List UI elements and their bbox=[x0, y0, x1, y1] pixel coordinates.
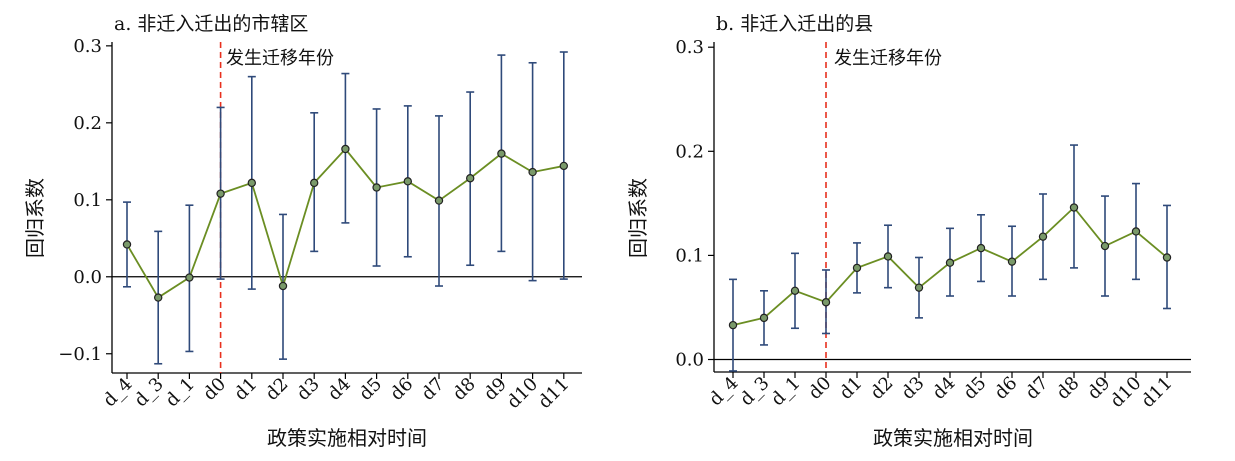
x-tick-label: d4 bbox=[324, 374, 355, 405]
x-axis-label: 政策实施相对时间 bbox=[267, 426, 427, 450]
x-tick-label: d6 bbox=[990, 373, 1021, 404]
data-point bbox=[466, 174, 475, 183]
data-point bbox=[914, 283, 924, 292]
data-point bbox=[945, 258, 955, 267]
y-tick-label: 0.1 bbox=[675, 245, 704, 266]
x-tick-label: d11 bbox=[534, 374, 573, 413]
data-point bbox=[728, 320, 738, 330]
x-tick-label: d_3 bbox=[736, 373, 773, 410]
data-point bbox=[790, 286, 800, 296]
data-point bbox=[559, 161, 569, 171]
data-point bbox=[976, 243, 986, 253]
data-point bbox=[497, 149, 506, 158]
y-tick-label: −0.1 bbox=[58, 344, 102, 365]
x-tick-label: d_4 bbox=[99, 374, 136, 411]
x-tick-label: d4 bbox=[928, 373, 959, 404]
x-tick-label: d11 bbox=[1137, 373, 1176, 412]
data-point bbox=[1162, 253, 1172, 262]
x-tick-label: d7 bbox=[1021, 373, 1052, 404]
y-tick-label: 0.3 bbox=[73, 36, 102, 57]
data-point bbox=[528, 167, 537, 177]
data-point bbox=[759, 313, 769, 323]
data-point bbox=[247, 178, 256, 188]
data-point bbox=[185, 273, 194, 282]
data-point bbox=[1131, 227, 1141, 236]
y-tick-label: 0.2 bbox=[675, 141, 704, 162]
data-point bbox=[310, 178, 319, 188]
data-point bbox=[278, 281, 288, 291]
x-tick-label: d8 bbox=[449, 374, 480, 405]
x-tick-label: d_3 bbox=[130, 374, 167, 411]
x-tick-label: d3 bbox=[897, 373, 928, 404]
x-tick-label: d5 bbox=[355, 374, 386, 405]
data-point bbox=[821, 298, 831, 307]
data-point bbox=[153, 293, 163, 302]
data-point bbox=[216, 189, 225, 198]
x-tick-label: d5 bbox=[959, 373, 990, 404]
chart-title: b. 非迁入迁出的县 bbox=[716, 13, 873, 35]
plot-area: −0.10.00.10.20.3d_4d_3d_1 d0 d1 d2 d3 d4 d5 d6 d… bbox=[58, 36, 582, 413]
x-tick-label: d8 bbox=[1052, 373, 1083, 404]
x-tick-label: d2 bbox=[261, 374, 292, 405]
x-tick-label: d_1 bbox=[161, 374, 198, 411]
event-annotation: 发生迁移年份 bbox=[834, 48, 942, 69]
chart-panel-a: a. 非迁入迁出的市辖区 回归系数 政策实施相对时间 发生迁移年份 −0.1 0.… bbox=[23, 13, 582, 450]
data-point bbox=[341, 144, 350, 154]
y-tick-label: 0.2 bbox=[73, 113, 102, 134]
y-axis-label: 回归系数 bbox=[23, 178, 47, 258]
x-tick-label: d10 bbox=[503, 374, 542, 413]
event-annotation: 发生迁移年份 bbox=[226, 48, 334, 69]
x-tick-label: d2 bbox=[866, 373, 897, 404]
x-tick-label: d10 bbox=[1106, 373, 1145, 412]
x-tick-label: d6 bbox=[386, 374, 417, 405]
y-tick-label: 0.1 bbox=[73, 190, 102, 211]
chart-title: a. 非迁入迁出的市辖区 bbox=[114, 13, 308, 35]
plot-area: 0.0 0.1 0.2 0.3 d_4d_3d_1 d0 d1 d2 d3 d4 d5 d6 d7 d8 d… bbox=[675, 37, 1191, 412]
data-point bbox=[1069, 203, 1079, 212]
data-point bbox=[1038, 232, 1048, 241]
data-point bbox=[1007, 257, 1017, 266]
y-tick-label: 0.0 bbox=[675, 350, 704, 371]
x-tick-label: d1 bbox=[230, 374, 261, 405]
y-tick-label: 0.3 bbox=[675, 37, 704, 58]
x-tick-label: d1 bbox=[835, 373, 866, 404]
y-tick-label: 0.0 bbox=[73, 267, 102, 288]
chart-panel-b: b. 非迁入迁出的县 回归系数 政策实施相对时间 发生迁移年份 0.00.10.… bbox=[626, 13, 1191, 450]
data-point bbox=[434, 196, 444, 205]
data-point bbox=[372, 183, 381, 192]
y-axis-label: 回归系数 bbox=[626, 178, 650, 258]
x-tick-label: d0 bbox=[199, 374, 230, 405]
data-point bbox=[883, 252, 893, 261]
x-tick-label: d_1 bbox=[767, 373, 804, 410]
x-tick-label: d0 bbox=[804, 373, 835, 404]
data-point bbox=[1100, 241, 1110, 251]
data-point bbox=[403, 177, 412, 186]
x-tick-label: d3 bbox=[293, 374, 324, 405]
data-point bbox=[122, 240, 132, 249]
data-point bbox=[852, 263, 862, 273]
x-tick-label: d_4 bbox=[705, 373, 742, 410]
x-tick-label: d7 bbox=[417, 374, 448, 405]
x-axis-label: 政策实施相对时间 bbox=[873, 426, 1033, 450]
